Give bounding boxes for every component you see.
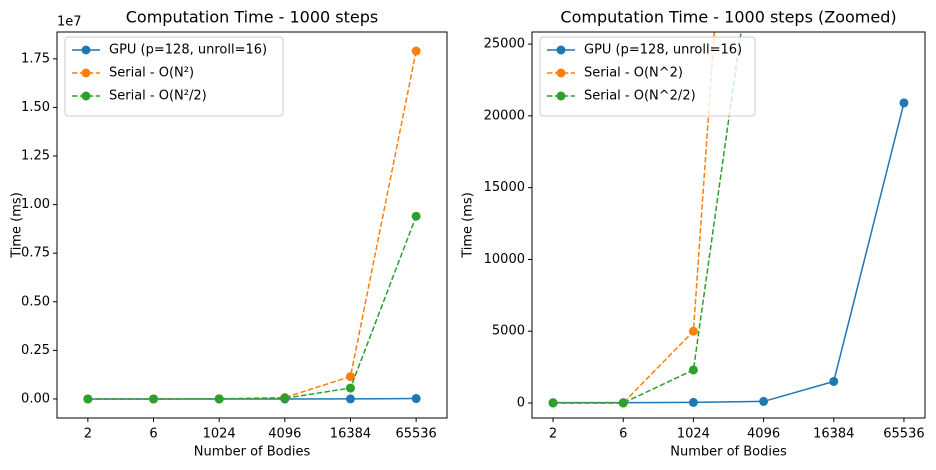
legend-marker xyxy=(556,45,566,55)
data-point xyxy=(899,98,909,108)
y-tick-label: 0.50 xyxy=(21,294,50,309)
data-point xyxy=(411,46,421,56)
plot-area xyxy=(548,32,909,408)
y-tick-label: 20000 xyxy=(484,108,525,123)
data-point xyxy=(548,398,558,408)
offset-label: 1e7 xyxy=(57,15,82,30)
y-tick-label: 1.00 xyxy=(21,197,50,212)
axes-frame xyxy=(56,31,448,419)
legend-marker xyxy=(81,68,91,78)
y-tick-label: 15000 xyxy=(484,180,525,195)
data-point xyxy=(149,394,159,404)
data-point xyxy=(345,383,355,393)
x-tick-label: 6 xyxy=(619,427,627,442)
data-point xyxy=(688,326,698,336)
legend-label: Serial - O(N^2) xyxy=(584,66,683,81)
data-point xyxy=(411,211,421,221)
y-tick-label: 0.75 xyxy=(21,246,50,261)
x-tick-label: 16384 xyxy=(813,427,854,442)
x-tick-label: 65536 xyxy=(883,427,924,442)
x-tick-label: 6 xyxy=(149,427,157,442)
legend-marker xyxy=(81,91,91,101)
chart-title: Computation Time - 1000 steps xyxy=(126,8,379,27)
y-axis-label: Time (ms) xyxy=(461,192,476,259)
y-tick-label: 5000 xyxy=(492,324,525,339)
series-line xyxy=(553,102,905,404)
y-tick-label: 0 xyxy=(517,395,525,410)
data-point xyxy=(829,376,839,386)
y-tick-label: 1.25 xyxy=(21,149,50,164)
series-line xyxy=(87,215,417,400)
axes-frame xyxy=(531,31,926,419)
legend-label: GPU (p=128, unroll=16) xyxy=(584,43,742,58)
data-point xyxy=(345,372,355,382)
legend-box xyxy=(539,36,756,117)
plot-area xyxy=(83,46,421,404)
data-point xyxy=(688,397,698,407)
legend-marker xyxy=(556,68,566,78)
data-point xyxy=(214,394,224,404)
legend-label: Serial - O(N²) xyxy=(109,66,194,81)
x-tick-label: 16384 xyxy=(330,427,371,442)
y-tick-label: 1.50 xyxy=(21,100,50,115)
data-point xyxy=(411,394,421,404)
y-tick-label: 10000 xyxy=(484,252,525,267)
y-tick-label: 25000 xyxy=(484,37,525,52)
y-axis-label: Time (ms) xyxy=(10,192,25,259)
legend-label: GPU (p=128, unroll=16) xyxy=(109,43,267,58)
legend-marker xyxy=(556,91,566,101)
x-tick-label: 65536 xyxy=(395,427,436,442)
series-line xyxy=(553,32,742,404)
legend-marker xyxy=(81,45,91,55)
x-tick-label: 2 xyxy=(84,427,92,442)
data-point xyxy=(345,394,355,404)
x-tick-label: 4096 xyxy=(268,427,301,442)
x-axis-label: Number of Bodies xyxy=(670,445,787,460)
x-tick-label: 1024 xyxy=(677,427,710,442)
x-axis-label: Number of Bodies xyxy=(194,445,311,460)
y-tick-label: 0.00 xyxy=(21,391,50,406)
legend-label: Serial - O(N²/2) xyxy=(109,89,207,104)
y-tick-label: 1.75 xyxy=(21,51,50,66)
series-line xyxy=(87,50,417,400)
data-point xyxy=(618,398,628,408)
data-point xyxy=(83,394,93,404)
data-point xyxy=(688,365,698,375)
data-point xyxy=(280,393,290,403)
y-tick-label: 0.25 xyxy=(21,343,50,358)
legend-box xyxy=(64,36,284,117)
legend-label: Serial - O(N^2/2) xyxy=(584,89,696,104)
x-tick-label: 1024 xyxy=(203,427,236,442)
x-tick-label: 4096 xyxy=(747,427,780,442)
data-point xyxy=(759,396,769,406)
x-tick-label: 2 xyxy=(549,427,557,442)
chart-title: Computation Time - 1000 steps (Zoomed) xyxy=(560,8,896,27)
